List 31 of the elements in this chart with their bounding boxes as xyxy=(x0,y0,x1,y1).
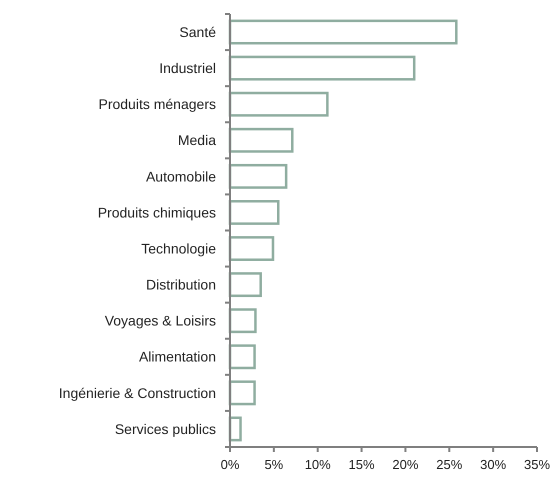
x-tick-label: 25% xyxy=(436,457,463,472)
y-tick-label: Technologie xyxy=(141,240,216,256)
y-tick-label: Santé xyxy=(179,24,216,40)
bar xyxy=(228,164,288,189)
bar xyxy=(228,272,262,298)
bar xyxy=(228,56,416,81)
y-tick-label: Ingénierie & Construction xyxy=(58,384,216,401)
x-tick-label: 5% xyxy=(264,457,284,472)
x-tick-label: 15% xyxy=(348,457,376,472)
bar xyxy=(228,308,257,334)
y-tick-label: Distribution xyxy=(146,276,216,293)
y-tick-label: Services publics xyxy=(114,420,216,437)
y-tick-label: Industriel xyxy=(159,60,216,76)
bar xyxy=(228,20,458,44)
bar xyxy=(228,236,274,261)
x-tick-label: 10% xyxy=(304,457,332,472)
y-tick-label: Voyages & Loisirs xyxy=(104,312,216,329)
bar xyxy=(228,344,256,370)
x-tick-label: 35% xyxy=(524,457,550,472)
bar xyxy=(228,200,280,225)
x-tick-label: 20% xyxy=(392,457,419,472)
x-tick-label: 0% xyxy=(220,457,240,472)
y-tick-label: Alimentation xyxy=(138,348,216,365)
y-tick-label: Automobile xyxy=(146,168,216,184)
bar xyxy=(228,92,329,117)
y-tick-label: Produits ménagers xyxy=(98,96,216,112)
x-tick-label: 30% xyxy=(480,457,507,472)
bar xyxy=(228,380,256,406)
y-tick-label: Produits chimiques xyxy=(98,204,216,220)
y-tick-label: Media xyxy=(178,132,216,148)
bar xyxy=(228,128,294,153)
